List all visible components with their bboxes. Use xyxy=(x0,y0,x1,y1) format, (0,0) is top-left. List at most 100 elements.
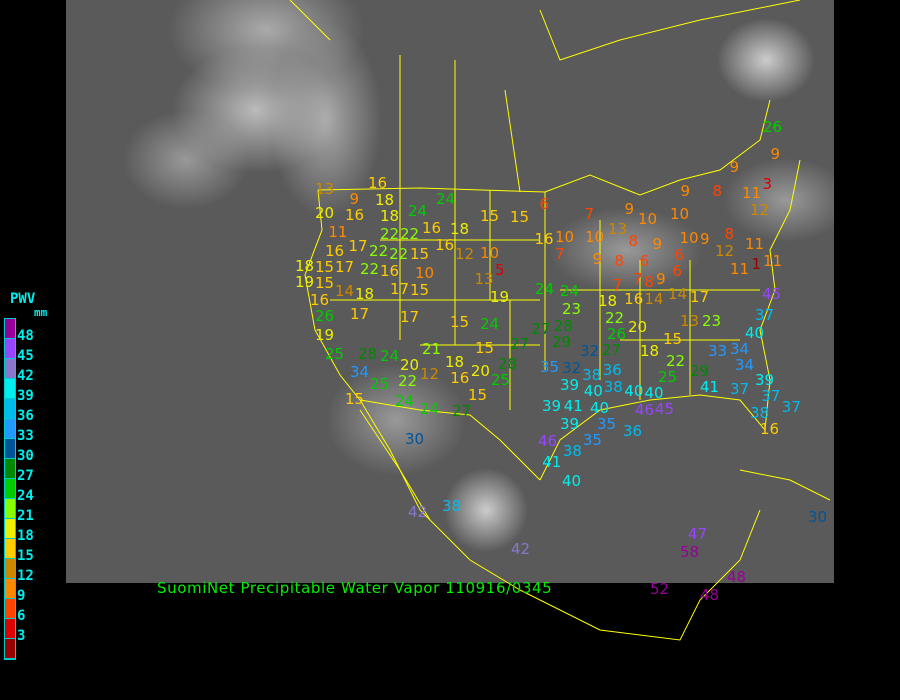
legend-swatch xyxy=(5,539,15,559)
station-pwv-value: 32 xyxy=(562,359,582,378)
canada-lines xyxy=(289,0,801,193)
station-pwv-value: 20 xyxy=(400,356,420,374)
station-pwv-value: 6 xyxy=(639,252,650,270)
station-pwv-value: 38 xyxy=(582,365,602,384)
station-pwv-value: 37 xyxy=(755,306,775,324)
station-pwv-value: 17 xyxy=(400,308,420,326)
station-pwv-value: 9 xyxy=(700,230,710,248)
station-pwv-value: 24 xyxy=(380,347,400,365)
station-pwv-value: 8 xyxy=(724,225,735,244)
station-pwv-value: 9 xyxy=(624,200,635,218)
station-pwv-value: 47 xyxy=(688,525,708,543)
station-pwv-value: 15 xyxy=(480,207,500,225)
station-pwv-value: 19 xyxy=(315,326,335,344)
station-pwv-value: 18 xyxy=(295,257,315,275)
station-pwv-value: 33 xyxy=(708,342,728,360)
station-pwv-value: 34 xyxy=(735,356,755,375)
station-pwv-value: 35 xyxy=(582,430,602,449)
station-pwv-value: 32 xyxy=(580,342,600,360)
station-pwv-value: 17 xyxy=(390,280,410,298)
station-pwv-value: 16 xyxy=(345,206,365,225)
legend-label: 15 xyxy=(17,548,34,564)
station-pwv-value: 9 xyxy=(349,190,360,208)
station-pwv-value: 18 xyxy=(450,219,470,238)
legend-unit: mm xyxy=(34,306,48,319)
station-pwv-value: 40 xyxy=(562,472,582,490)
legend-swatch xyxy=(5,479,15,499)
station-pwv-value: 36 xyxy=(623,422,643,440)
station-pwv-value: 40 xyxy=(624,382,644,400)
station-pwv-value: 40 xyxy=(583,382,603,400)
station-pwv-value: 20 xyxy=(628,318,648,336)
station-pwv-value: 36 xyxy=(602,361,622,380)
station-pwv-value: 18 xyxy=(380,207,400,226)
legend-label: 9 xyxy=(17,588,26,604)
station-pwv-value: 37 xyxy=(781,398,801,416)
station-pwv-value: 29 xyxy=(690,361,710,380)
station-pwv-value: 24 xyxy=(560,282,580,300)
station-pwv-value: 10 xyxy=(585,228,605,246)
station-pwv-value: 38 xyxy=(562,442,582,460)
station-pwv-value: 21 xyxy=(422,340,442,358)
station-pwv-value: 58 xyxy=(680,543,700,561)
station-pwv-value: 38 xyxy=(603,377,623,396)
legend-swatch xyxy=(5,339,15,359)
station-pwv-value: 7 xyxy=(612,276,623,295)
station-pwv-value: 39 xyxy=(560,415,580,433)
station-pwv-value: 6 xyxy=(674,245,685,264)
mexico-coast xyxy=(359,399,761,641)
station-pwv-value: 19 xyxy=(295,273,315,292)
station-pwv-value: 24 xyxy=(420,400,440,418)
station-pwv-value: 11 xyxy=(745,235,765,254)
legend-swatch xyxy=(5,439,15,459)
station-pwv-value: 52 xyxy=(650,580,670,598)
legend-label: 36 xyxy=(17,408,34,424)
station-pwv-value: 48 xyxy=(700,586,720,604)
station-pwv-value: 8 xyxy=(614,252,625,270)
legend-swatch xyxy=(5,559,15,579)
station-pwv-value: 9 xyxy=(652,235,663,253)
station-pwv-value: 13 xyxy=(474,270,494,288)
station-pwv-value: 22 xyxy=(389,245,409,263)
legend-swatch xyxy=(5,459,15,479)
station-pwv-value: 15 xyxy=(450,313,470,331)
east-coast xyxy=(759,159,801,431)
station-pwv-value: 28 xyxy=(358,345,378,363)
station-pwv-value: 26 xyxy=(607,325,627,344)
station-pwv-value: 27 xyxy=(510,335,530,353)
station-pwv-value: 18 xyxy=(445,352,465,371)
station-pwv-value: 37 xyxy=(761,386,781,405)
legend-label: 3 xyxy=(17,628,26,644)
legend-swatch xyxy=(5,319,15,339)
station-pwv-value: 25 xyxy=(370,375,390,393)
station-pwv-value: 6 xyxy=(672,262,683,280)
station-pwv-value: 22 xyxy=(605,308,625,327)
station-pwv-value: 15 xyxy=(410,245,430,263)
station-pwv-value: 42 xyxy=(511,540,531,558)
legend-label: 27 xyxy=(17,468,34,484)
station-pwv-value: 25 xyxy=(658,368,678,387)
station-pwv-value: 45 xyxy=(762,285,782,303)
legend-swatch xyxy=(5,639,15,659)
station-pwv-value: 15 xyxy=(345,390,365,408)
station-pwv-value: 17 xyxy=(335,258,355,277)
station-pwv-value: 16 xyxy=(435,236,455,255)
baja xyxy=(359,409,431,521)
station-pwv-value: 15 xyxy=(510,208,530,226)
station-pwv-value: 13 xyxy=(607,220,628,238)
station-pwv-value: 46 xyxy=(538,432,558,450)
station-pwv-value: 23 xyxy=(562,300,582,318)
station-pwv-value: 24 xyxy=(535,280,555,298)
legend-swatch xyxy=(5,579,15,599)
station-pwv-value: 10 xyxy=(415,264,435,283)
station-pwv-value: 11 xyxy=(328,222,348,241)
station-pwv-value: 11 xyxy=(763,251,783,270)
station-pwv-value: 7 xyxy=(633,270,643,288)
station-pwv-value: 41 xyxy=(542,453,562,471)
station-pwv-value: 9 xyxy=(729,158,740,176)
station-pwv-value: 15 xyxy=(475,339,495,357)
station-pwv-value: 13 xyxy=(315,180,335,198)
station-pwv-value: 13 xyxy=(680,312,700,330)
station-pwv-value: 17 xyxy=(690,288,710,306)
